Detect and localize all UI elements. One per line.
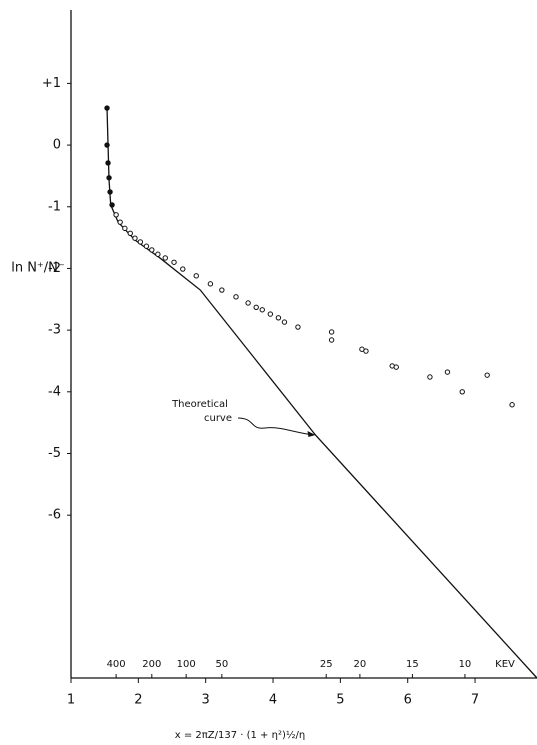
data-point bbox=[143, 243, 150, 249]
data-point bbox=[104, 105, 110, 111]
data-point bbox=[162, 255, 168, 261]
data-point bbox=[107, 189, 113, 195]
data-point bbox=[137, 239, 144, 245]
x-tick-label: 5 bbox=[336, 693, 344, 708]
x-tick-label: 1 bbox=[67, 693, 75, 708]
x-axis-label: x = 2πZ/137 · (1 + η²)½/η bbox=[175, 729, 306, 741]
data-point bbox=[109, 202, 115, 208]
data-point bbox=[233, 294, 239, 300]
data-point bbox=[328, 337, 335, 343]
data-point bbox=[444, 369, 451, 375]
data-point bbox=[149, 247, 155, 253]
data-point bbox=[193, 273, 199, 279]
data-point bbox=[253, 304, 259, 311]
y-tick-label: 0 bbox=[53, 138, 61, 153]
y-tick-label: +1 bbox=[42, 76, 61, 91]
data-point bbox=[281, 319, 288, 325]
data-point bbox=[295, 324, 301, 330]
kev-tick-label: 15 bbox=[406, 659, 419, 670]
y-tick-label: -1 bbox=[48, 199, 61, 214]
data-point bbox=[275, 315, 282, 321]
y-tick-label: -2 bbox=[48, 261, 61, 276]
data-point bbox=[363, 348, 369, 354]
data-point bbox=[509, 402, 515, 408]
x-tick-label: 7 bbox=[471, 693, 479, 708]
data-point bbox=[245, 300, 251, 306]
x-tick-label: 4 bbox=[269, 693, 277, 708]
y-axis-label: ln N⁺/N⁻ bbox=[11, 261, 65, 276]
data-point bbox=[122, 225, 128, 232]
data-point bbox=[259, 307, 265, 313]
x-tick-label: 3 bbox=[202, 693, 210, 708]
data-point bbox=[171, 259, 177, 265]
kev-tick-label: 20 bbox=[354, 659, 367, 670]
data-point bbox=[180, 266, 186, 272]
kev-tick-label: 100 bbox=[177, 659, 196, 670]
y-tick-label: -6 bbox=[48, 508, 61, 523]
x-tick-label: 6 bbox=[404, 693, 412, 708]
annotation-text: curve bbox=[204, 413, 232, 424]
data-point bbox=[127, 230, 133, 236]
data-point bbox=[219, 287, 225, 293]
x-tick-label: 2 bbox=[134, 693, 142, 708]
theoretical-curve bbox=[106, 108, 537, 679]
data-point bbox=[207, 281, 214, 287]
annotation-text: Theoretical bbox=[171, 399, 228, 410]
kev-tick-label: 10 bbox=[459, 659, 472, 670]
data-point bbox=[393, 364, 399, 370]
annotation-arrowhead bbox=[307, 430, 316, 437]
data-point bbox=[427, 374, 433, 380]
data-point bbox=[106, 175, 112, 181]
data-point bbox=[459, 389, 465, 395]
kev-unit: KEV bbox=[495, 659, 515, 670]
data-point bbox=[328, 329, 335, 335]
y-tick-label: -3 bbox=[48, 323, 61, 338]
data-point bbox=[105, 160, 111, 166]
data-point bbox=[267, 311, 274, 317]
kev-tick-label: 200 bbox=[142, 659, 161, 670]
kev-tick-label: 25 bbox=[320, 659, 333, 670]
data-point bbox=[104, 142, 110, 148]
y-tick-label: -5 bbox=[48, 446, 61, 461]
data-point bbox=[155, 251, 161, 257]
data-point bbox=[132, 235, 138, 241]
data-point bbox=[113, 212, 119, 218]
kev-tick-label: 400 bbox=[107, 659, 126, 670]
annotation-arrow bbox=[237, 417, 314, 436]
data-point bbox=[484, 372, 490, 378]
y-tick-label: -4 bbox=[48, 384, 61, 399]
data-point bbox=[117, 219, 123, 225]
kev-tick-label: 50 bbox=[215, 659, 228, 670]
